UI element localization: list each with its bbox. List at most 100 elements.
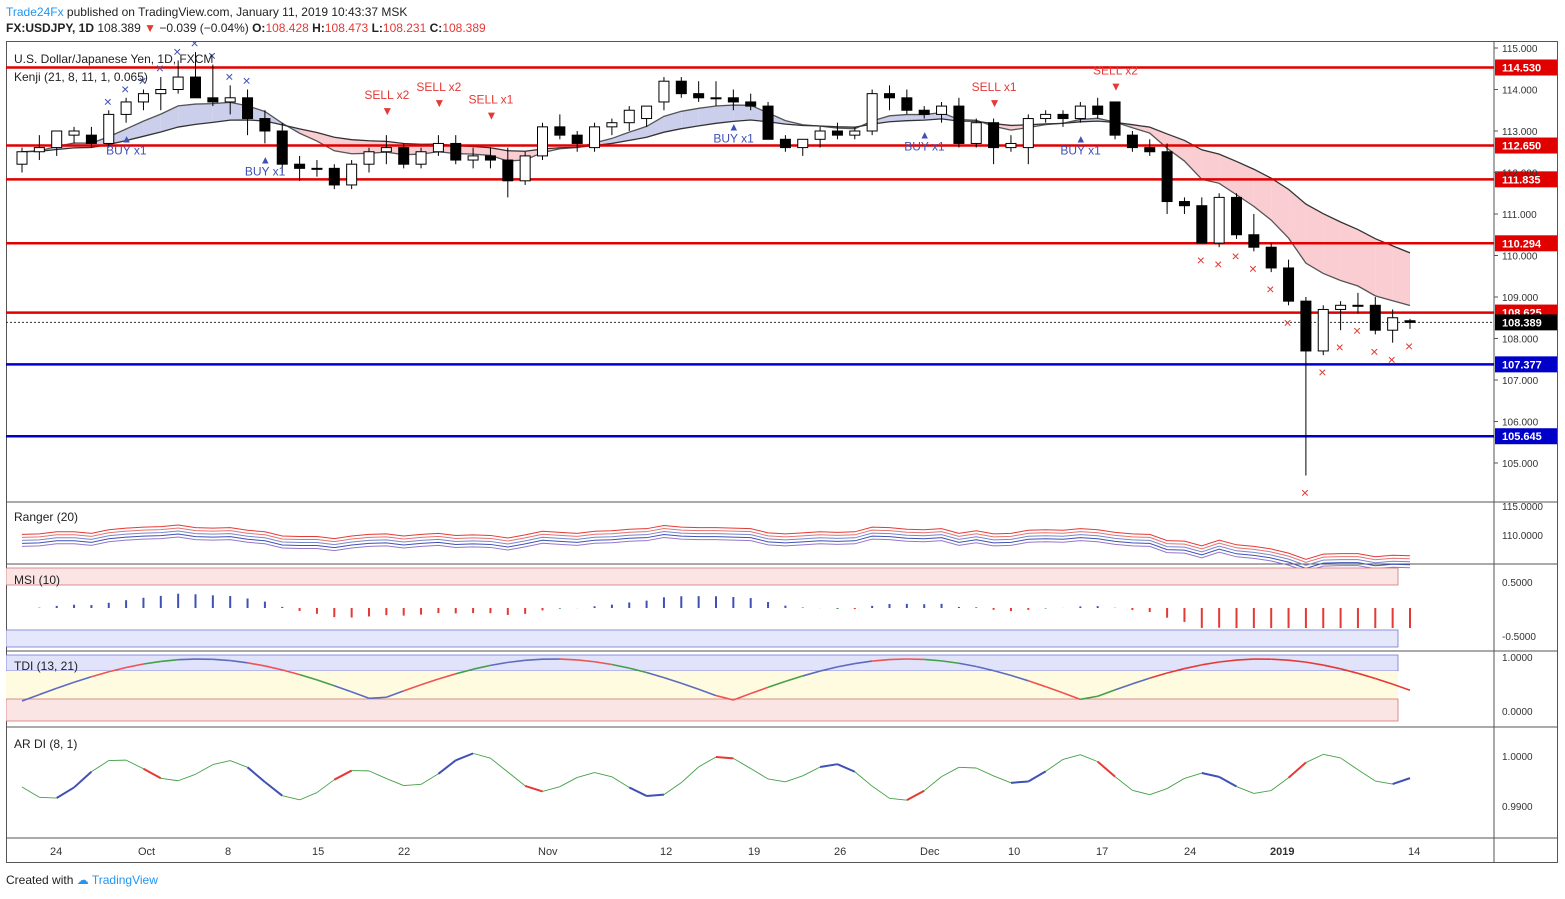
tdi-line [785, 675, 803, 683]
cross-marker-icon: × [1405, 338, 1413, 354]
tdi-line [368, 696, 387, 700]
low-value: 108.231 [382, 21, 427, 35]
candle-body [1283, 267, 1295, 302]
change-text: −0.039 (−0.04%) [159, 21, 249, 35]
level-label: 111.835 [1502, 174, 1541, 186]
tdi-line [21, 693, 40, 702]
y-tick-label: 106.000 [1502, 418, 1539, 429]
tdi-line [143, 660, 161, 665]
candle-body [415, 151, 427, 165]
candle-body [849, 130, 861, 136]
kenji-cloud [1253, 169, 1272, 221]
author-link[interactable]: Trade24Fx [6, 5, 64, 19]
ardi-line [1149, 788, 1168, 796]
ardi-line [177, 773, 196, 782]
ardi-line [941, 766, 960, 778]
candle-body [68, 130, 80, 136]
tdi-line [698, 688, 717, 697]
kenji-cloud [1271, 178, 1289, 239]
sell-arrow-icon: ▼ [485, 108, 497, 122]
x-tick-label: 8 [225, 846, 231, 858]
sell-signal-label: SELL x1 [468, 92, 513, 106]
y-tick-label: 115.0000 [1502, 502, 1543, 513]
candle-body [1022, 118, 1034, 149]
tdi-line [1305, 661, 1324, 666]
ardi-line [976, 767, 994, 777]
footer: Created with ☁ TradingView [6, 873, 158, 887]
y-tick-label: 113.000 [1502, 127, 1538, 138]
tdi-line [837, 662, 855, 668]
ardi-line [1340, 757, 1359, 771]
y-tick-label: 107.000 [1502, 376, 1539, 387]
cross-marker-icon: × [121, 81, 129, 97]
tradingview-link[interactable]: TradingView [91, 873, 158, 887]
tdi-line [872, 658, 890, 662]
ardi-line [542, 786, 560, 792]
buy-signal-label: BUY x1 [713, 131, 754, 145]
tdi-line [490, 661, 508, 667]
y-tick-label: 111.000 [1502, 210, 1537, 221]
tdi-line [1114, 683, 1133, 691]
chart-svg[interactable]: 114.530112.650111.835110.294108.625107.3… [5, 35, 1558, 863]
candle-body [727, 97, 739, 103]
tdi-line [1062, 692, 1081, 701]
candle-body [1335, 304, 1347, 310]
chart-frame[interactable]: 114.530 112.650 111.835 110.294 108.625 107.3… [5, 35, 1558, 863]
ardi-line [490, 757, 509, 773]
candle-body [276, 130, 288, 165]
ardi-line [577, 772, 595, 778]
ardi-line [507, 771, 526, 787]
candle-body [537, 126, 548, 157]
candle-body [1248, 234, 1260, 248]
ardi-line [56, 786, 75, 799]
candle-body [155, 89, 167, 95]
y-tick-label: 112.000 [1502, 169, 1538, 180]
candle-body [450, 142, 462, 161]
ardi-line [1323, 753, 1341, 759]
tdi-line [230, 659, 248, 664]
ranger-line [21, 530, 1411, 566]
kenji-cloud [1167, 133, 1185, 162]
chart-border [6, 41, 1558, 863]
tdi-line [941, 660, 960, 665]
candle-body [207, 97, 219, 103]
candle-body [224, 97, 236, 103]
cross-marker-icon: × [208, 48, 216, 64]
tdi-line [351, 691, 370, 700]
open-label: O: [252, 21, 266, 35]
x-tick-label: 24 [50, 846, 62, 858]
cross-marker-icon: × [104, 93, 112, 109]
candle-body [1126, 134, 1138, 149]
buy-arrow-icon: ▲ [728, 121, 739, 133]
tdi-line [767, 680, 786, 689]
ardi-line [1097, 760, 1116, 778]
tdi-mid-band [6, 671, 1398, 699]
ardi-line [455, 752, 474, 762]
cross-marker-icon: × [1318, 364, 1326, 380]
sell-arrow-icon: ▼ [381, 104, 393, 118]
kenji-cloud [663, 111, 682, 133]
tdi-line [629, 667, 647, 674]
ardi-line [611, 776, 630, 788]
kenji-cloud [195, 103, 213, 125]
tdi-upper-band [5, 654, 1399, 672]
kenji-cloud [889, 114, 907, 122]
y-tick-label: 105.000 [1502, 459, 1539, 470]
kenji-cloud [1288, 189, 1306, 264]
tdi-line [663, 676, 682, 684]
kenji-cloud [1219, 154, 1237, 195]
candle-body [745, 101, 757, 107]
candle-body [1092, 105, 1104, 115]
tdi-line [403, 684, 422, 692]
buy-arrow-icon: ▲ [1075, 134, 1086, 146]
tdi-line [1271, 658, 1289, 661]
candle-body [589, 126, 601, 149]
level-label: 107.377 [1502, 359, 1542, 371]
tdi-line [39, 687, 57, 696]
ardi-line [246, 766, 266, 783]
candle-body [988, 122, 1000, 149]
level-label: 114.530 [1502, 63, 1541, 75]
tdi-line [1166, 667, 1185, 674]
ardi-line [316, 779, 335, 793]
ardi-line [1305, 753, 1324, 763]
